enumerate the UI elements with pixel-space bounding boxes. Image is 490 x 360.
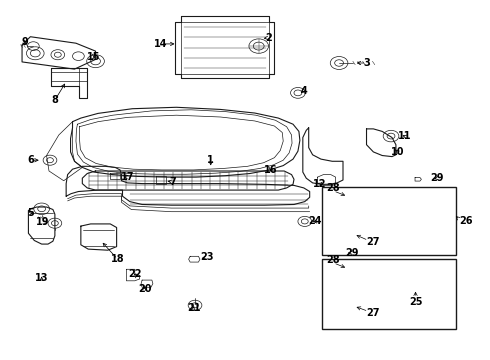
Text: 16: 16 — [264, 165, 277, 175]
Text: 18: 18 — [111, 254, 124, 264]
Text: 28: 28 — [326, 183, 340, 193]
Text: 12: 12 — [313, 179, 326, 189]
Text: 20: 20 — [138, 284, 151, 294]
Text: 13: 13 — [35, 273, 49, 283]
Text: 10: 10 — [391, 147, 405, 157]
Text: 2: 2 — [265, 33, 272, 43]
Text: 24: 24 — [308, 216, 321, 226]
Text: 29: 29 — [430, 173, 444, 183]
Text: 7: 7 — [169, 177, 176, 187]
Bar — [322, 187, 456, 255]
Text: 22: 22 — [128, 269, 142, 279]
Text: 15: 15 — [87, 52, 101, 62]
Text: 9: 9 — [21, 37, 28, 48]
Text: 21: 21 — [187, 303, 200, 313]
Text: 11: 11 — [397, 131, 411, 141]
Text: 27: 27 — [367, 237, 380, 247]
Text: 3: 3 — [363, 58, 370, 68]
Text: 8: 8 — [51, 95, 58, 105]
Text: 17: 17 — [121, 172, 134, 182]
Text: 14: 14 — [154, 39, 168, 49]
Text: 5: 5 — [27, 208, 34, 218]
Text: 6: 6 — [27, 155, 34, 165]
Text: 27: 27 — [367, 308, 380, 318]
Text: 25: 25 — [409, 297, 422, 307]
Bar — [322, 259, 456, 329]
Text: 29: 29 — [345, 248, 359, 258]
Text: 26: 26 — [459, 216, 472, 226]
Text: 23: 23 — [200, 252, 214, 262]
Text: 4: 4 — [300, 86, 307, 96]
Text: 19: 19 — [36, 217, 50, 228]
Text: 28: 28 — [326, 255, 340, 265]
Text: 1: 1 — [207, 155, 214, 165]
